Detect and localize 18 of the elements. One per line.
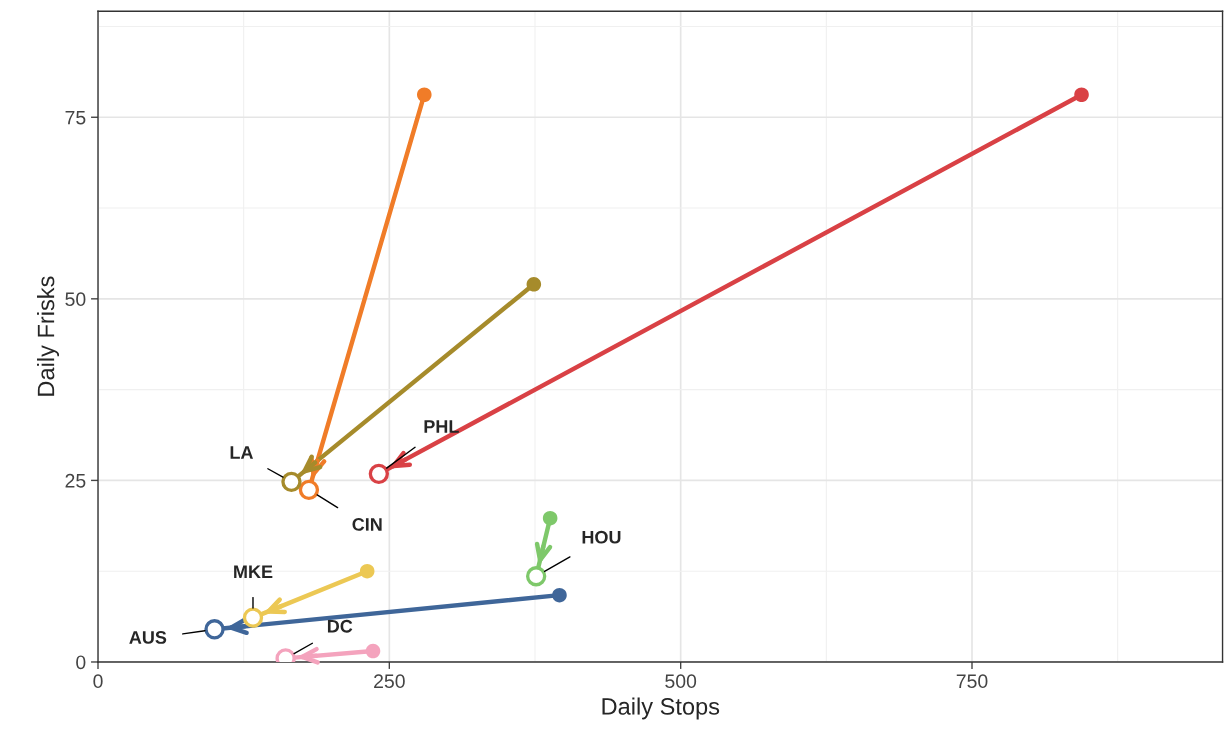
point (365, 643, 381, 659)
text: LA (230, 446, 253, 459)
x-tick-label: 0 (93, 674, 103, 689)
y-tick-label: 75 (65, 110, 86, 125)
series-label: DC (327, 619, 353, 633)
x-tick-label: 250 (374, 674, 405, 689)
text: AUS (129, 631, 167, 644)
text: CIN (352, 518, 382, 531)
series-label: PHL (424, 420, 459, 433)
y-tick-label: 50 (65, 292, 86, 307)
y-tick-label: 0 (76, 655, 86, 670)
series-label: HOU (582, 530, 621, 544)
series-label: MKE (234, 565, 273, 578)
x-axis-title: Daily Stops (602, 697, 720, 720)
y-axis-title: Daily Frisks (37, 276, 60, 396)
y-tick-label: 25 (65, 473, 86, 488)
x-tick-label: 500 (665, 674, 697, 689)
x-tick-label: 750 (956, 674, 988, 689)
